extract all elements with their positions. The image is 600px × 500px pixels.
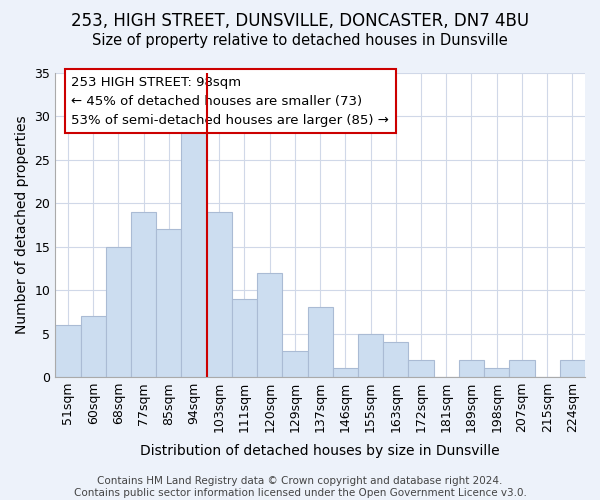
Text: 253, HIGH STREET, DUNSVILLE, DONCASTER, DN7 4BU: 253, HIGH STREET, DUNSVILLE, DONCASTER, … [71, 12, 529, 30]
Bar [358, 334, 383, 377]
Bar [308, 308, 333, 377]
Bar [459, 360, 484, 377]
Bar [484, 368, 509, 377]
Y-axis label: Number of detached properties: Number of detached properties [15, 116, 29, 334]
Text: Size of property relative to detached houses in Dunsville: Size of property relative to detached ho… [92, 32, 508, 48]
X-axis label: Distribution of detached houses by size in Dunsville: Distribution of detached houses by size … [140, 444, 500, 458]
Bar [106, 246, 131, 377]
Bar [232, 298, 257, 377]
Bar [206, 212, 232, 377]
Bar [560, 360, 585, 377]
Bar [283, 351, 308, 377]
Text: 253 HIGH STREET: 98sqm
← 45% of detached houses are smaller (73)
53% of semi-det: 253 HIGH STREET: 98sqm ← 45% of detached… [71, 76, 389, 126]
Bar [383, 342, 409, 377]
Bar [181, 124, 206, 377]
Bar [156, 229, 181, 377]
Bar [509, 360, 535, 377]
Bar [333, 368, 358, 377]
Bar [80, 316, 106, 377]
Text: Contains HM Land Registry data © Crown copyright and database right 2024.
Contai: Contains HM Land Registry data © Crown c… [74, 476, 526, 498]
Bar [257, 272, 283, 377]
Bar [55, 325, 80, 377]
Bar [131, 212, 156, 377]
Bar [409, 360, 434, 377]
